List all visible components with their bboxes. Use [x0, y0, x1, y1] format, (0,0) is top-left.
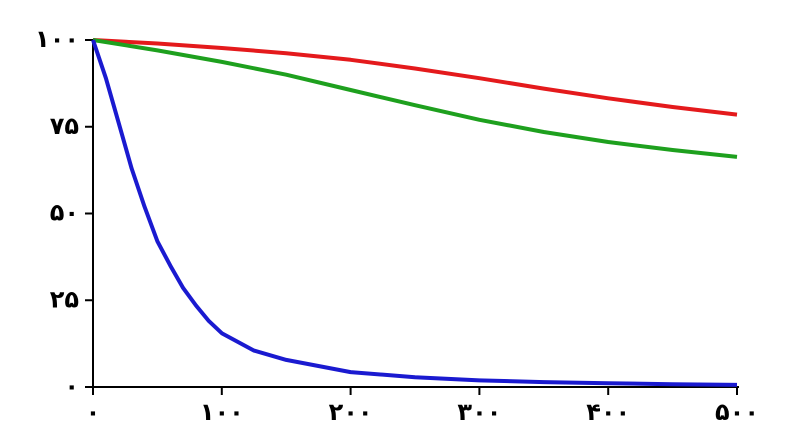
- series-line: [92, 38, 738, 117]
- x-tick-label: ۵۰۰: [715, 398, 759, 426]
- y-tick-label: ۵۰: [50, 199, 79, 227]
- y-tick-label: ۲۵: [50, 285, 79, 313]
- x-tick-label: ۰: [86, 398, 101, 426]
- x-tick-label: ۱۰۰: [200, 398, 244, 426]
- x-tick-label: ۲۰۰: [329, 398, 373, 426]
- y-tick-label: ۰: [64, 372, 79, 400]
- x-tick-label: ۳۰۰: [457, 398, 501, 426]
- x-tick-label: ۴۰۰: [586, 398, 630, 426]
- y-tick-label: ۱۰۰: [35, 25, 79, 53]
- y-tick-label: ۷۵: [50, 112, 79, 140]
- series-line: [91, 39, 738, 387]
- series-line: [92, 38, 738, 159]
